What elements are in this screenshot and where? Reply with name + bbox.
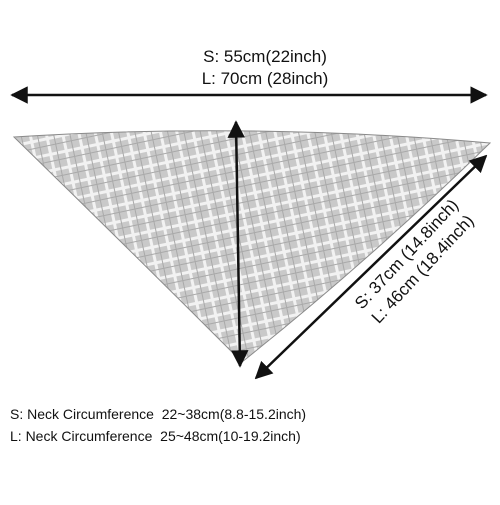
height-arrow (227, 120, 249, 368)
neck-large: L: Neck Circumference 25~48cm(10-19.2inc… (10, 428, 301, 444)
side-arrow (254, 154, 488, 380)
top-size-large: L: 70cm (28inch) (202, 69, 329, 88)
neck-small: S: Neck Circumference 22~38cm(8.8-15.2in… (10, 406, 306, 422)
top-size-small: S: 55cm(22inch) (203, 47, 327, 66)
